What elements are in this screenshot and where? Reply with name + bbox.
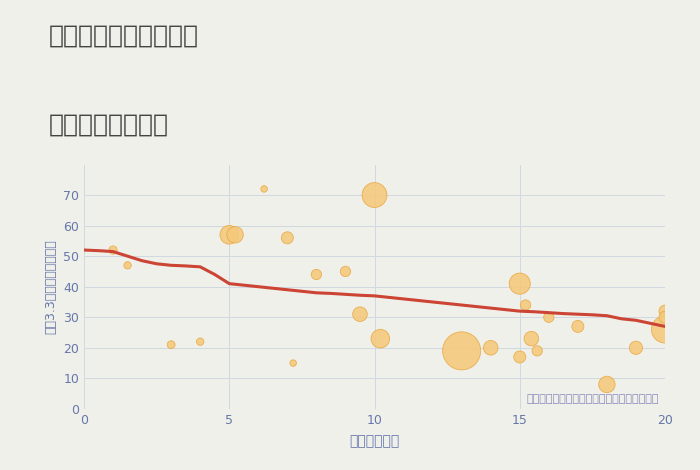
Point <box>659 307 671 315</box>
Point <box>340 268 351 275</box>
Point <box>514 280 525 287</box>
Point <box>456 347 468 354</box>
Point <box>631 344 642 352</box>
Point <box>601 381 612 388</box>
Point <box>531 347 542 354</box>
X-axis label: 駅距離（分）: 駅距離（分） <box>349 434 400 448</box>
Point <box>258 185 270 193</box>
Text: 奈良県奈良市六条西の: 奈良県奈良市六条西の <box>49 24 199 47</box>
Point <box>354 310 365 318</box>
Point <box>374 335 386 342</box>
Point <box>659 326 671 333</box>
Point <box>311 271 322 278</box>
Point <box>230 231 241 238</box>
Point <box>514 353 525 361</box>
Point <box>543 313 554 321</box>
Point <box>108 246 119 254</box>
Point <box>281 234 293 242</box>
Point <box>665 310 676 318</box>
Point <box>573 322 584 330</box>
Point <box>485 344 496 352</box>
Point <box>659 313 671 321</box>
Point <box>224 231 235 238</box>
Text: 駅距離別土地価格: 駅距離別土地価格 <box>49 113 169 137</box>
Point <box>520 301 531 309</box>
Point <box>195 338 206 345</box>
Point <box>288 359 299 367</box>
Point <box>369 191 380 199</box>
Point <box>122 261 133 269</box>
Point <box>526 335 537 342</box>
Y-axis label: 坪（3.3㎡）単価（万円）: 坪（3.3㎡）単価（万円） <box>45 239 57 334</box>
Text: 円の大きさは、取引のあった物件面積を示す: 円の大きさは、取引のあった物件面積を示す <box>526 394 659 404</box>
Point <box>165 341 176 349</box>
